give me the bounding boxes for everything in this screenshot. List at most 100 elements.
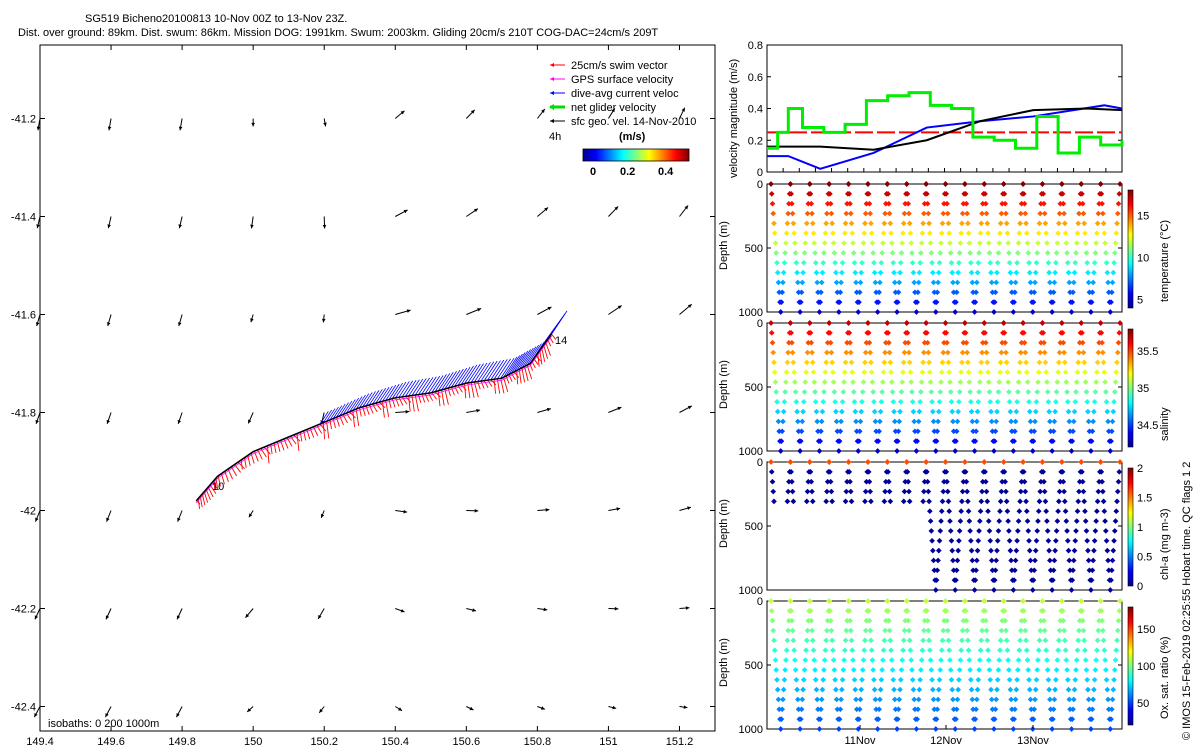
profile-point (923, 598, 929, 604)
dac-vector (368, 390, 380, 406)
profile-point (836, 448, 842, 454)
profile-point (944, 488, 951, 495)
profile-point (1083, 528, 1090, 534)
dac-vector (365, 391, 376, 407)
profile-point (891, 696, 898, 703)
dac-vector (395, 381, 407, 398)
profile-point (813, 408, 820, 415)
profile-point (824, 339, 831, 346)
profile-point (904, 330, 911, 336)
profile-point (1017, 359, 1023, 366)
profile-point (843, 627, 850, 634)
geo-arrowhead (251, 122, 255, 127)
profile-point (1032, 418, 1038, 425)
profile-point (823, 498, 830, 505)
profile-point (882, 627, 888, 634)
profile-point (1098, 330, 1105, 336)
profile-point (784, 220, 791, 227)
dac-vector (342, 400, 353, 415)
profile-point (841, 379, 847, 385)
profile-point (953, 428, 960, 435)
profile-point (1003, 498, 1010, 505)
profile-point (1012, 428, 1018, 435)
velocity-series (767, 91, 1124, 170)
profile-point (965, 220, 971, 227)
profile-point (1012, 289, 1018, 296)
profile-point (789, 210, 796, 217)
profile-point (794, 686, 800, 693)
profile-point (992, 289, 999, 296)
profile-point (1023, 637, 1029, 644)
profile-point (888, 369, 894, 376)
profile-point (778, 716, 785, 722)
profile-point (887, 220, 894, 227)
profile-point (1003, 488, 1009, 495)
profile-point (1056, 627, 1063, 634)
profile-point (1100, 627, 1106, 634)
profile-point (877, 696, 883, 703)
profile-point (827, 200, 834, 207)
profile-point (1115, 339, 1122, 346)
profile-point (935, 696, 941, 703)
velocity-series-line (767, 104, 1123, 170)
geo-arrowhead (36, 126, 41, 131)
velocity-panel: 00.20.40.60.8 velocity magnitude (m/s) (728, 40, 1124, 179)
profile-point (972, 299, 979, 305)
profile-point (839, 676, 846, 683)
profile-point (1030, 438, 1037, 444)
profile-point (1104, 547, 1111, 554)
profile-point (790, 637, 797, 644)
profile-point (871, 686, 878, 693)
profile-point (797, 309, 803, 315)
profile-point (962, 191, 969, 197)
profile-point (935, 686, 942, 693)
profile-point (860, 657, 867, 663)
swim-vector (551, 333, 557, 340)
profile-point (818, 696, 825, 703)
profile-point (900, 369, 906, 376)
profile-point (988, 279, 995, 286)
profile-point (865, 320, 871, 326)
profile-point (800, 686, 806, 693)
swim-vector (545, 342, 551, 356)
profile-point (1091, 676, 1098, 683)
profile-point (938, 230, 945, 237)
profile-point (874, 726, 881, 732)
profile-point (1065, 547, 1072, 554)
profile-point (982, 469, 988, 475)
profile-point (978, 220, 985, 227)
profile-point (821, 667, 827, 673)
profile-point (950, 279, 956, 286)
profile-point (816, 448, 823, 454)
profile-point (947, 518, 953, 524)
profile-point (1115, 478, 1122, 485)
profile-point (818, 289, 824, 296)
profile-point (911, 279, 918, 286)
profile-point (1044, 518, 1050, 524)
profile-point (970, 289, 976, 296)
profile-point (1001, 608, 1008, 614)
profile-point (827, 339, 834, 346)
profile-point (910, 269, 917, 276)
profile-point (1047, 557, 1053, 564)
profile-point (813, 269, 820, 276)
swim-vector (196, 500, 201, 505)
profile-point (873, 428, 879, 435)
profile-point (982, 191, 988, 197)
profile-colorbar (1127, 328, 1134, 448)
dac-vector (414, 378, 427, 396)
profile-point (787, 598, 794, 604)
profile-point (1097, 320, 1104, 326)
profile-point (947, 657, 953, 663)
dac-vector (444, 371, 457, 390)
profile-point (1053, 528, 1060, 534)
profile-point (1023, 369, 1030, 376)
profile-point (1002, 478, 1008, 485)
profile-point (900, 637, 907, 644)
profile-point (1037, 488, 1044, 495)
profile-point (1027, 418, 1034, 425)
dac-vector (372, 389, 383, 405)
profile-point (882, 210, 888, 217)
profile-point (939, 220, 946, 227)
profile-point (788, 191, 794, 197)
